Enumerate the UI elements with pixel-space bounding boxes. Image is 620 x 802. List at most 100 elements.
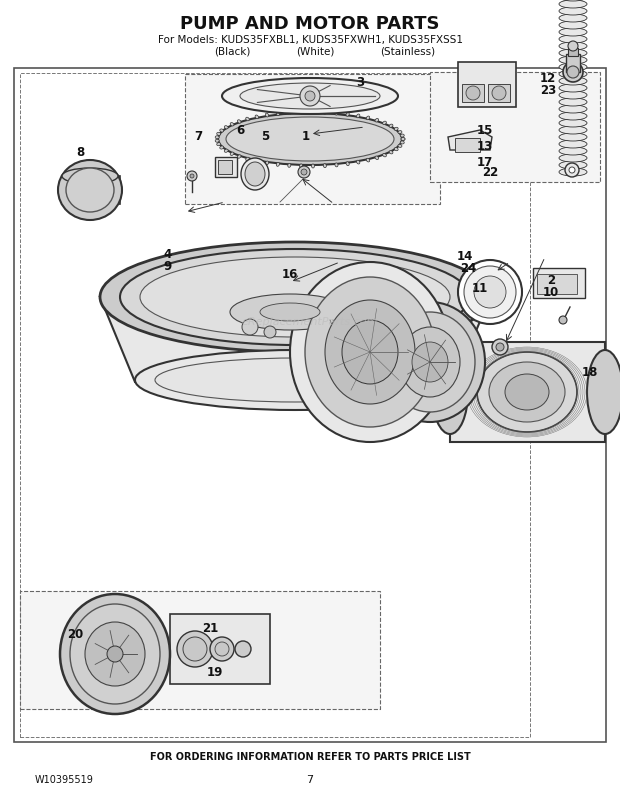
Ellipse shape	[265, 161, 268, 165]
Text: 20: 20	[67, 627, 83, 641]
Ellipse shape	[401, 137, 405, 140]
Ellipse shape	[401, 134, 404, 137]
Ellipse shape	[559, 14, 587, 22]
Bar	[170, 614, 270, 684]
Ellipse shape	[265, 113, 268, 117]
Ellipse shape	[400, 327, 460, 397]
Text: 1: 1	[302, 129, 310, 143]
Circle shape	[464, 266, 516, 318]
Ellipse shape	[559, 105, 587, 113]
Text: PUMP AND MOTOR PARTS: PUMP AND MOTOR PARTS	[180, 15, 440, 33]
Ellipse shape	[246, 117, 249, 121]
Ellipse shape	[120, 249, 470, 345]
Bar	[215, 157, 237, 177]
Ellipse shape	[235, 641, 251, 657]
Ellipse shape	[240, 83, 380, 109]
Circle shape	[569, 167, 575, 173]
Text: 21: 21	[202, 622, 218, 635]
Circle shape	[466, 86, 480, 100]
Ellipse shape	[559, 77, 587, 85]
Bar	[533, 268, 585, 298]
Ellipse shape	[559, 147, 587, 155]
Text: 14: 14	[457, 250, 473, 264]
Ellipse shape	[383, 121, 386, 124]
Ellipse shape	[241, 158, 269, 190]
Ellipse shape	[398, 131, 402, 134]
Ellipse shape	[255, 160, 259, 163]
Bar	[488, 84, 510, 102]
Ellipse shape	[260, 303, 320, 321]
Circle shape	[492, 339, 508, 355]
Bar	[455, 138, 480, 152]
Bar	[458, 62, 516, 107]
Ellipse shape	[477, 352, 577, 432]
Ellipse shape	[559, 91, 587, 99]
Ellipse shape	[58, 160, 122, 220]
Ellipse shape	[219, 129, 224, 132]
Ellipse shape	[277, 162, 280, 166]
Ellipse shape	[401, 137, 405, 140]
Ellipse shape	[255, 115, 259, 119]
Ellipse shape	[559, 35, 587, 43]
Text: 23: 23	[540, 83, 556, 96]
Circle shape	[107, 646, 123, 662]
Ellipse shape	[230, 152, 234, 156]
Ellipse shape	[290, 262, 450, 442]
Ellipse shape	[215, 136, 219, 139]
Ellipse shape	[559, 0, 587, 1]
Ellipse shape	[70, 604, 160, 704]
Ellipse shape	[489, 362, 565, 422]
Ellipse shape	[398, 144, 402, 148]
Ellipse shape	[559, 161, 587, 169]
Ellipse shape	[559, 126, 587, 134]
Text: W10395519: W10395519	[35, 775, 94, 785]
Ellipse shape	[412, 342, 448, 382]
Ellipse shape	[356, 114, 360, 118]
Text: 2: 2	[547, 273, 555, 286]
Ellipse shape	[505, 374, 549, 410]
Ellipse shape	[375, 119, 379, 122]
Circle shape	[187, 171, 197, 181]
Ellipse shape	[224, 149, 228, 152]
Ellipse shape	[219, 146, 224, 149]
Polygon shape	[448, 130, 492, 150]
Text: 17: 17	[477, 156, 493, 168]
Bar	[566, 54, 580, 72]
Ellipse shape	[366, 116, 370, 119]
Circle shape	[298, 166, 310, 178]
Circle shape	[301, 169, 307, 175]
Text: 13: 13	[477, 140, 493, 153]
Text: 4: 4	[164, 248, 172, 261]
Ellipse shape	[375, 302, 485, 422]
Text: For Models: KUDS35FXBL1, KUDS35FXWH1, KUDS35FXSS1: For Models: KUDS35FXBL1, KUDS35FXWH1, KU…	[157, 35, 463, 45]
Ellipse shape	[230, 294, 350, 330]
Ellipse shape	[323, 164, 326, 168]
Bar	[218, 160, 232, 174]
Circle shape	[565, 163, 579, 177]
Ellipse shape	[383, 153, 386, 157]
Bar	[450, 342, 605, 442]
Ellipse shape	[288, 111, 291, 115]
Ellipse shape	[140, 257, 450, 337]
Bar	[537, 274, 577, 294]
Ellipse shape	[366, 158, 370, 162]
Circle shape	[567, 66, 579, 78]
Bar	[568, 48, 578, 56]
Ellipse shape	[559, 63, 587, 71]
Ellipse shape	[277, 111, 280, 115]
Text: 22: 22	[482, 165, 498, 179]
Bar	[20, 591, 380, 709]
Circle shape	[559, 316, 567, 324]
Text: 7: 7	[306, 775, 314, 785]
Text: FOR ORDERING INFORMATION REFER TO PARTS PRICE LIST: FOR ORDERING INFORMATION REFER TO PARTS …	[149, 752, 471, 762]
Ellipse shape	[218, 113, 402, 165]
Ellipse shape	[305, 277, 435, 427]
Ellipse shape	[389, 124, 393, 128]
Ellipse shape	[559, 70, 587, 78]
Text: (Black): (Black)	[214, 47, 250, 57]
Ellipse shape	[311, 164, 314, 168]
Text: 8: 8	[76, 145, 84, 159]
Ellipse shape	[85, 622, 145, 686]
Ellipse shape	[246, 157, 249, 160]
Ellipse shape	[559, 49, 587, 57]
